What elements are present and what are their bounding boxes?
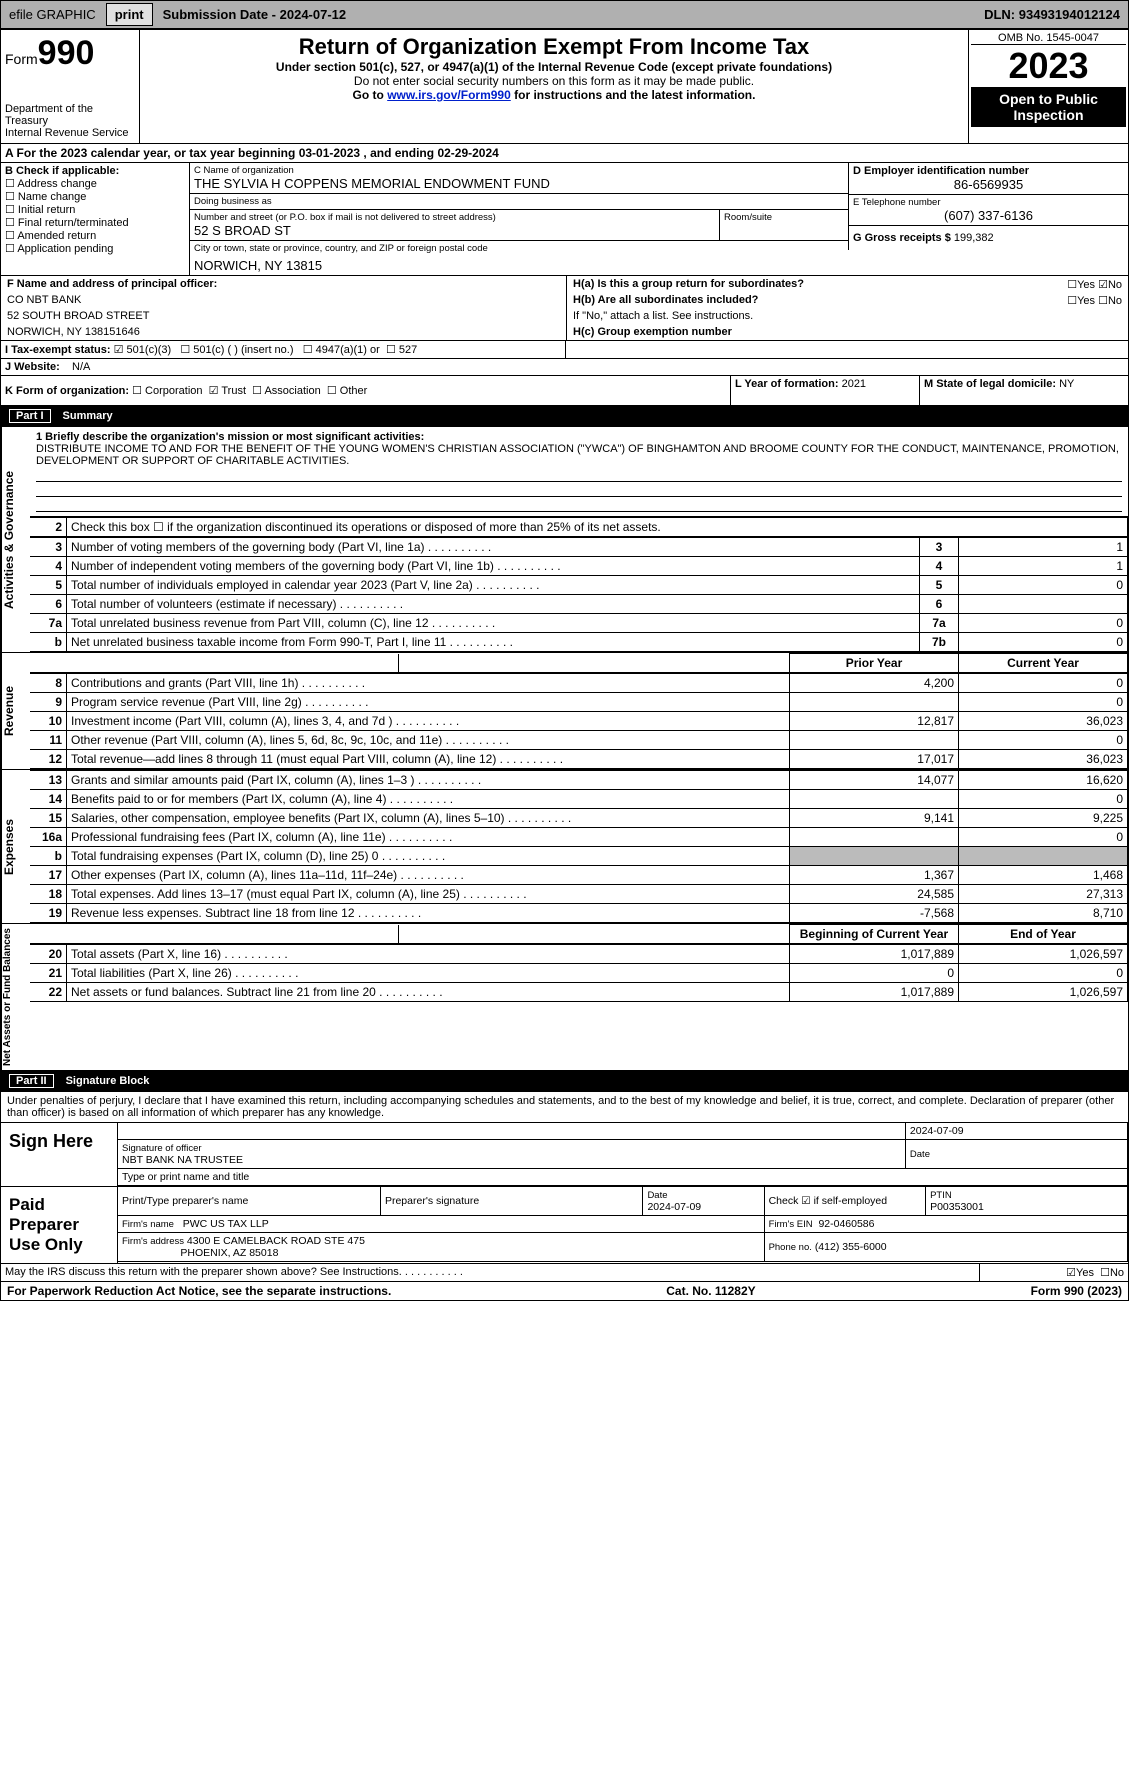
- dln: DLN: 93493194012124: [976, 4, 1128, 25]
- identity-block: B Check if applicable: Address change Na…: [0, 163, 1129, 276]
- summary-governance: Activities & Governance 1 Briefly descri…: [0, 427, 1129, 653]
- tax-period: A For the 2023 calendar year, or tax yea…: [0, 144, 1129, 163]
- ein-phone-D: D Employer identification number 86-6569…: [848, 163, 1128, 275]
- footer: For Paperwork Reduction Act Notice, see …: [0, 1282, 1129, 1301]
- tax-status-row: I Tax-exempt status: 501(c)(3) 501(c) ( …: [0, 341, 1129, 359]
- website-row: J Website: N/A: [0, 359, 1129, 376]
- gov-table: 2Check this box ☐ if the organization di…: [30, 517, 1128, 537]
- form-title-cell: Return of Organization Exempt From Incom…: [140, 30, 968, 143]
- discuss-row: May the IRS discuss this return with the…: [0, 1264, 1129, 1282]
- form-number-cell: Form990 Department of the Treasury Inter…: [1, 30, 140, 143]
- form990-link[interactable]: www.irs.gov/Form990: [387, 88, 511, 102]
- org-form-row: K Form of organization: Corporation Trus…: [0, 376, 1129, 406]
- sig-declaration: Under penalties of perjury, I declare th…: [0, 1092, 1129, 1123]
- top-bar: efile GRAPHIC print Submission Date - 20…: [0, 0, 1129, 29]
- efile-label: efile GRAPHIC: [1, 4, 104, 25]
- sign-here-block: Sign Here 2024-07-09 Signature of office…: [0, 1123, 1129, 1187]
- form-header: Form990 Department of the Treasury Inter…: [0, 29, 1129, 144]
- summary-expenses: Expenses 13Grants and similar amounts pa…: [0, 770, 1129, 924]
- paid-preparer-block: Paid Preparer Use Only Print/Type prepar…: [0, 1187, 1129, 1264]
- summary-net: Net Assets or Fund Balances Beginning of…: [0, 924, 1129, 1071]
- officer-group-block: F Name and address of principal officer:…: [0, 276, 1129, 341]
- part1-header: Part I Summary: [0, 406, 1129, 427]
- checkboxes-B: B Check if applicable: Address change Na…: [1, 163, 190, 275]
- part2-header: Part II Signature Block: [0, 1071, 1129, 1092]
- submission-date: Submission Date - 2024-07-12: [155, 4, 355, 25]
- year-cell: OMB No. 1545-0047 2023 Open to Public In…: [968, 30, 1128, 143]
- print-button[interactable]: print: [106, 3, 153, 26]
- name-address-C: C Name of organization THE SYLVIA H COPP…: [190, 163, 848, 275]
- summary-revenue: Revenue Prior Year Current Year 8Contrib…: [0, 653, 1129, 770]
